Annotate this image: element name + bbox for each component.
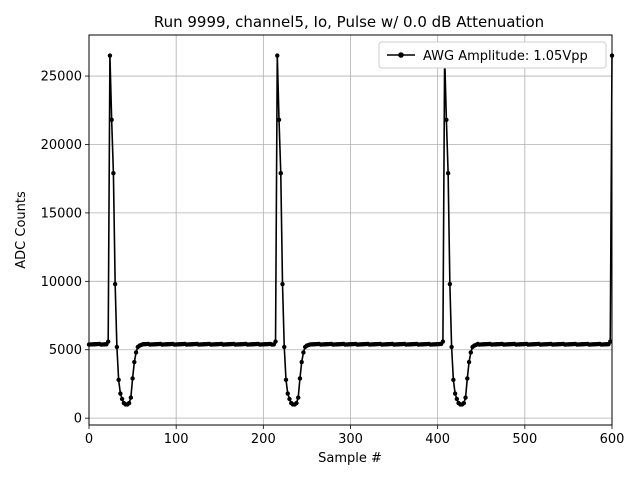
x-tick-label: 400 (425, 432, 450, 447)
x-tick-label: 100 (164, 432, 189, 447)
data-point (107, 53, 113, 58)
y-tick-label: 15000 (41, 206, 82, 221)
y-tick-label: 25000 (41, 70, 82, 85)
data-point (283, 377, 289, 383)
data-point (275, 53, 280, 58)
data-point (461, 400, 467, 406)
x-tick-label: 300 (338, 432, 363, 447)
y-tick-label: 0 (74, 412, 82, 427)
data-point (287, 396, 292, 402)
data-point (299, 359, 304, 365)
x-tick-label: 500 (512, 432, 537, 447)
data-point (273, 339, 278, 344)
data-point (276, 117, 282, 123)
data-point (608, 339, 613, 344)
y-axis: 0 5000 10000 15000 20000 25000 (41, 70, 89, 427)
data-point (126, 400, 132, 406)
x-tick-label: 600 (600, 432, 625, 447)
data-point (114, 344, 120, 350)
data-point (118, 391, 123, 396)
data-point (133, 350, 139, 355)
x-axis: 0 100 200 300 400 500 600 (85, 425, 625, 447)
data-point (280, 281, 285, 287)
data-point (447, 281, 453, 287)
data-point (451, 377, 456, 383)
data-point (449, 344, 454, 350)
data-point (116, 377, 121, 383)
data-point (105, 339, 111, 344)
data-point (454, 396, 460, 402)
data-point (294, 400, 299, 406)
data-point (452, 391, 458, 396)
x-tick-label: 200 (251, 432, 276, 447)
data-point (297, 376, 303, 381)
legend: AWG Amplitude: 1.05Vpp (378, 41, 607, 69)
data-point (296, 395, 301, 400)
data-point (128, 395, 134, 400)
data-point (301, 350, 306, 355)
legend-entry-label: AWG Amplitude: 1.05Vpp (423, 49, 588, 64)
data-point (463, 395, 468, 400)
y-tick-label: 10000 (41, 275, 82, 290)
y-tick-label: 5000 (49, 343, 82, 358)
data-point (109, 117, 114, 123)
data-point (112, 281, 118, 287)
data-point (466, 359, 472, 365)
y-axis-label: ADC Counts (14, 191, 29, 269)
plot-area (86, 53, 615, 407)
data-point (444, 117, 449, 123)
y-tick-label: 20000 (41, 138, 82, 153)
legend-marker (398, 52, 404, 58)
data-point (119, 396, 125, 402)
data-point (282, 344, 287, 350)
data-point (468, 350, 473, 355)
data-point (132, 359, 137, 365)
x-axis-label: Sample # (318, 451, 382, 466)
chart-title: Run 9999, channel5, Io, Pulse w/ 0.0 dB … (154, 13, 544, 31)
data-point (445, 171, 451, 176)
data-point (440, 339, 446, 344)
data-point (111, 171, 116, 176)
data-point (130, 376, 135, 381)
data-point (278, 171, 283, 176)
x-tick-label: 0 (85, 432, 93, 447)
data-point (285, 391, 290, 396)
legend-box (378, 41, 607, 69)
grid (88, 35, 613, 425)
data-point (465, 376, 470, 381)
